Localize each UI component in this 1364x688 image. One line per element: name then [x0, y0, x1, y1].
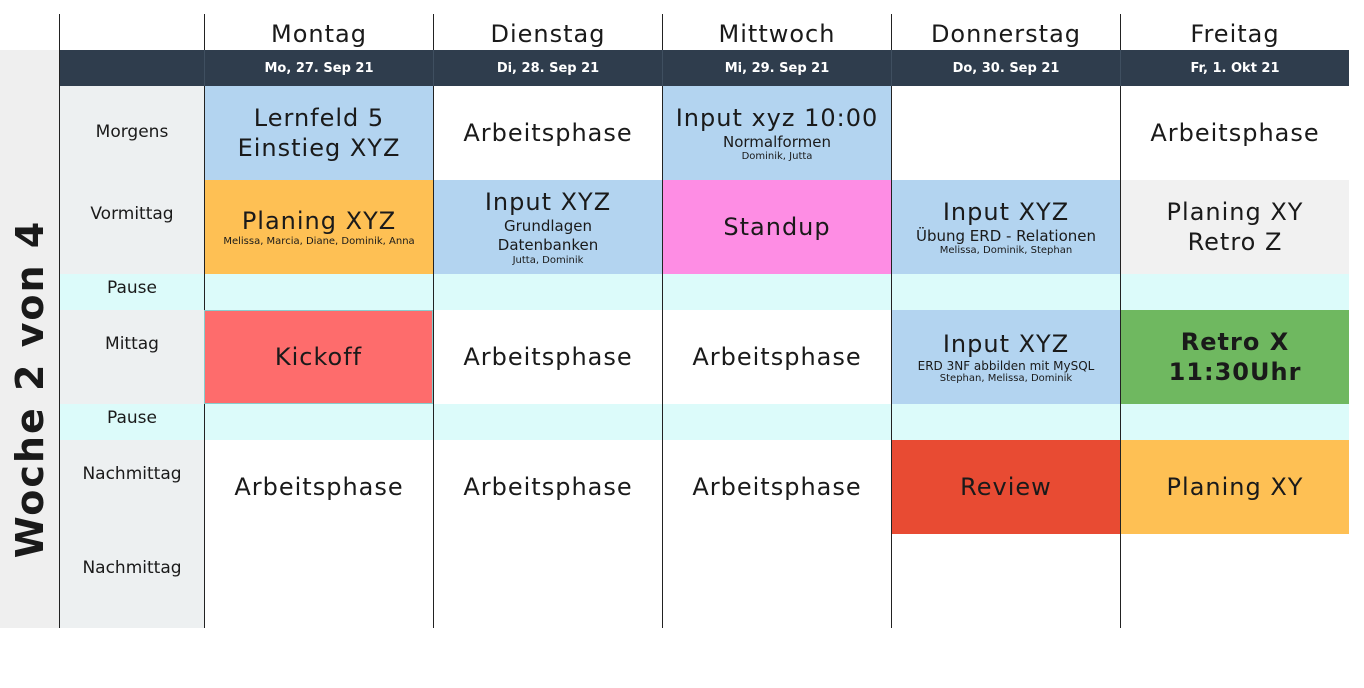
empty-cell	[662, 534, 891, 628]
slot-nachmittag-1: Nachmittag	[59, 440, 204, 534]
slot-mittag: Mittag	[59, 310, 204, 404]
event-title: Arbeitsphase	[463, 119, 633, 147]
slot-label: Pause	[107, 278, 157, 298]
slot-label: Nachmittag	[82, 464, 182, 484]
pause-cell	[891, 404, 1120, 440]
event-wed-nachmittag[interactable]: Arbeitsphase	[662, 440, 891, 534]
day-name-wednesday: Mittwoch	[662, 14, 891, 50]
event-line: Datenbanken	[497, 236, 599, 254]
slot-label: Mittag	[105, 334, 159, 354]
event-title: Input XYZ	[942, 197, 1070, 226]
event-title: Input XYZ	[484, 188, 612, 217]
event-title: Standup	[723, 213, 831, 241]
day-name-friday: Freitag	[1120, 14, 1349, 50]
event-fri-nachmittag[interactable]: Planing XY	[1120, 440, 1349, 534]
event-fri-mittag[interactable]: Retro X 11:30Uhr	[1120, 310, 1349, 404]
event-line: Planing XY	[1166, 198, 1304, 226]
event-thu-morgens-empty	[891, 86, 1120, 180]
day-name-monday: Montag	[204, 14, 433, 50]
pause-cell	[433, 274, 662, 310]
day-name-tuesday: Dienstag	[433, 14, 662, 50]
pause-cell	[662, 274, 891, 310]
event-title: Arbeitsphase	[1150, 119, 1320, 147]
week-sidebar: Woche 2 von 4	[0, 50, 59, 628]
event-thu-vormittag[interactable]: Input XYZ Übung ERD - Relationen Melissa…	[891, 180, 1120, 274]
event-title: Planing XY	[1166, 473, 1304, 501]
date-thursday: Do, 30. Sep 21	[891, 50, 1120, 86]
event-line: Einstieg XYZ	[237, 134, 401, 162]
event-subtitle: Übung ERD - Relationen	[915, 226, 1096, 245]
event-fri-vormittag[interactable]: Planing XY Retro Z	[1120, 180, 1349, 274]
event-people: Melissa, Marcia, Diane, Dominik, Anna	[223, 236, 415, 247]
pause-cell	[891, 274, 1120, 310]
event-title: Input XYZ	[942, 329, 1070, 358]
slot-label: Morgens	[95, 122, 169, 142]
event-thu-mittag[interactable]: Input XYZ ERD 3NF abbilden mit MySQL Ste…	[891, 310, 1120, 404]
date-friday: Fr, 1. Okt 21	[1120, 50, 1349, 86]
empty-cell	[204, 534, 433, 628]
event-people: Stephan, Melissa, Dominik	[939, 373, 1073, 385]
event-title: Review	[960, 473, 1052, 501]
pause-cell	[1120, 404, 1349, 440]
pause-cell	[433, 404, 662, 440]
event-line: Retro Z	[1187, 228, 1283, 256]
event-title: Input xyz 10:00	[675, 103, 879, 132]
pause-cell	[204, 274, 433, 310]
day-name-thursday: Donnerstag	[891, 14, 1120, 50]
event-title: Kickoff	[274, 343, 363, 371]
date-wednesday: Mi, 29. Sep 21	[662, 50, 891, 86]
event-title: Arbeitsphase	[463, 343, 633, 371]
week-label: Woche 2 von 4	[8, 219, 52, 559]
date-monday: Mo, 27. Sep 21	[204, 50, 433, 86]
event-people: Jutta, Dominik	[512, 254, 584, 266]
empty-cell	[433, 534, 662, 628]
pause-cell	[204, 404, 433, 440]
event-title: Arbeitsphase	[692, 473, 862, 501]
event-people: Dominik, Jutta	[741, 151, 813, 163]
event-thu-nachmittag[interactable]: Review	[891, 440, 1120, 534]
slot-label: Pause	[107, 408, 157, 428]
event-line: 11:30Uhr	[1168, 358, 1302, 386]
event-mon-nachmittag[interactable]: Arbeitsphase	[204, 440, 433, 534]
event-title: Planing XYZ	[241, 207, 397, 235]
date-corner	[59, 50, 204, 86]
slot-nachmittag-2: Nachmittag	[59, 534, 204, 628]
event-title: Arbeitsphase	[234, 473, 404, 501]
slot-pause-1: Pause	[59, 274, 204, 310]
event-line: Retro X	[1180, 328, 1290, 356]
event-mon-vormittag[interactable]: Planing XYZ Melissa, Marcia, Diane, Domi…	[204, 180, 433, 274]
event-tue-nachmittag[interactable]: Arbeitsphase	[433, 440, 662, 534]
event-title: Arbeitsphase	[692, 343, 862, 371]
event-wed-vormittag[interactable]: Standup	[662, 180, 891, 274]
event-mon-mittag[interactable]: Kickoff	[204, 310, 433, 404]
event-tue-mittag[interactable]: Arbeitsphase	[433, 310, 662, 404]
event-wed-mittag[interactable]: Arbeitsphase	[662, 310, 891, 404]
event-fri-morgens[interactable]: Arbeitsphase	[1120, 86, 1349, 180]
header-corner	[59, 14, 204, 50]
pause-cell	[1120, 274, 1349, 310]
slot-morgens: Morgens	[59, 86, 204, 180]
event-line: Lernfeld 5	[253, 104, 385, 132]
event-subtitle: ERD 3NF abbilden mit MySQL	[917, 358, 1095, 373]
event-subtitle: Normalformen	[723, 132, 831, 151]
event-people: Melissa, Dominik, Stephan	[939, 245, 1073, 257]
empty-cell	[891, 534, 1120, 628]
pause-cell	[662, 404, 891, 440]
slot-pause-2: Pause	[59, 404, 204, 440]
empty-cell	[1120, 534, 1349, 628]
schedule-grid: Montag Dienstag Mittwoch Donnerstag Frei…	[59, 14, 1349, 628]
event-wed-morgens[interactable]: Input xyz 10:00 Normalformen Dominik, Ju…	[662, 86, 891, 180]
slot-label: Nachmittag	[82, 558, 182, 578]
event-tue-vormittag[interactable]: Input XYZ Grundlagen Datenbanken Jutta, …	[433, 180, 662, 274]
slot-vormittag: Vormittag	[59, 180, 204, 274]
event-line: Grundlagen	[504, 217, 592, 236]
slot-label: Vormittag	[90, 204, 174, 224]
date-tuesday: Di, 28. Sep 21	[433, 50, 662, 86]
event-title: Arbeitsphase	[463, 473, 633, 501]
event-tue-morgens[interactable]: Arbeitsphase	[433, 86, 662, 180]
event-mon-morgens[interactable]: Lernfeld 5 Einstieg XYZ	[204, 86, 433, 180]
